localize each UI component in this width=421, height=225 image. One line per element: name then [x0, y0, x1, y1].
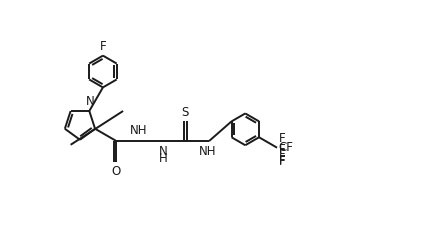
Text: CF: CF	[279, 141, 293, 154]
Text: F: F	[279, 148, 285, 161]
Text: NH: NH	[199, 145, 217, 158]
Text: NH: NH	[131, 124, 148, 137]
Text: F: F	[100, 40, 106, 53]
Text: F: F	[279, 155, 285, 168]
Text: F: F	[279, 154, 285, 167]
Text: O: O	[112, 165, 121, 178]
Text: N: N	[159, 145, 168, 158]
Text: N: N	[86, 95, 94, 108]
Text: F: F	[279, 143, 285, 156]
Text: F: F	[279, 132, 285, 145]
Text: S: S	[181, 106, 188, 119]
Text: H: H	[159, 152, 168, 165]
